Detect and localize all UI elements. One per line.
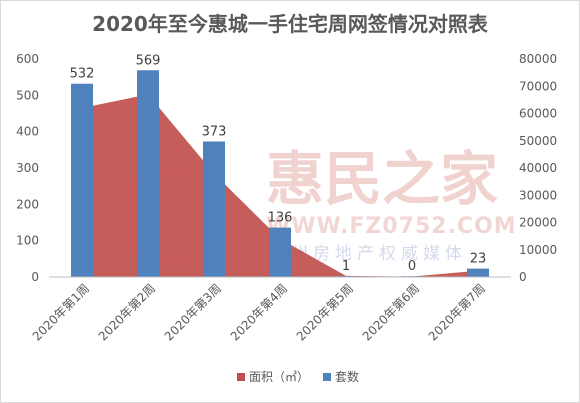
- area-series-area: [82, 94, 478, 277]
- y-left-tick-label: 400: [16, 125, 39, 139]
- y-left-tick-label: 600: [16, 52, 39, 66]
- bar-data-label: 23: [470, 252, 487, 267]
- bar-series-bar: [203, 141, 225, 277]
- y-right-tick-label: 70000: [519, 79, 557, 93]
- bar-data-label: 136: [268, 211, 293, 226]
- y-left-tick-label: 300: [16, 161, 39, 175]
- y-right-tick-label: 60000: [519, 107, 557, 121]
- x-tick-label: 2020年第6周: [360, 281, 422, 343]
- x-tick-label: 2020年第7周: [426, 281, 488, 343]
- y-right-tick-label: 80000: [519, 52, 557, 66]
- legend-label: 套数: [335, 369, 359, 384]
- y-left-tick-label: 0: [31, 270, 39, 284]
- y-right-tick-label: 20000: [519, 216, 557, 230]
- y-left-tick-label: 200: [16, 197, 39, 211]
- y-right-tick-label: 40000: [519, 161, 557, 175]
- watermark-tagline: 惠州房地产权威媒体: [269, 244, 467, 264]
- legend-label: 面积（㎡）: [249, 370, 309, 384]
- bar-data-label: 569: [136, 53, 161, 68]
- x-tick-label: 2020年第2周: [96, 281, 158, 343]
- x-tick-label: 2020年第4周: [228, 281, 290, 343]
- y-left-tick-label: 100: [16, 234, 39, 248]
- bar-data-label: 0: [408, 259, 416, 274]
- bar-series-bar: [137, 70, 159, 277]
- bar-data-label: 1: [342, 259, 350, 274]
- watermark-brand: 惠民之家: [266, 145, 498, 213]
- watermark-url: WWW.FZ0752.COM: [266, 214, 517, 239]
- y-right-tick-label: 10000: [519, 243, 557, 257]
- x-tick-label: 2020年第1周: [30, 281, 92, 343]
- plot-area: 532 569 373 136 1 0 23: [70, 53, 489, 277]
- y-right-tick-label: 0: [519, 270, 527, 284]
- x-tick-label: 2020年第5周: [294, 281, 356, 343]
- chart-title: 2020年至今惠城一手住宅周网签情况对照表: [92, 12, 489, 36]
- y-left-tick-label: 500: [16, 88, 39, 102]
- x-tick-label: 2020年第3周: [162, 281, 224, 343]
- legend-swatch: [237, 373, 245, 381]
- y-right-tick-label: 50000: [519, 134, 557, 148]
- legend: 面积（㎡） 套数: [237, 369, 359, 384]
- legend-swatch: [323, 373, 331, 381]
- bar-data-label: 532: [70, 67, 95, 82]
- bar-series-bar: [269, 227, 291, 277]
- bar-series-bar: [467, 268, 489, 277]
- y-right-tick-label: 30000: [519, 188, 557, 202]
- bar-series-bar: [71, 83, 93, 277]
- bar-data-label: 373: [202, 124, 227, 139]
